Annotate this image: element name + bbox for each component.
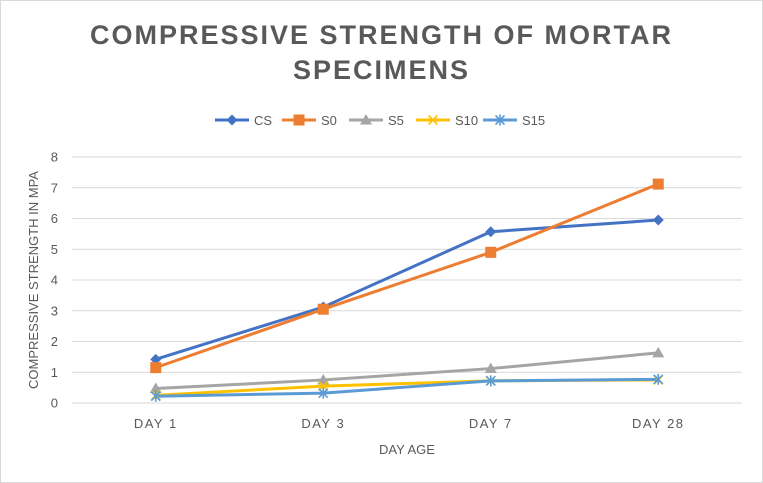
series-markers (149, 178, 665, 402)
x-tick-label: DAY 1 (134, 416, 178, 431)
legend-item-s5: S5 (349, 113, 404, 128)
data-point-s5 (149, 382, 162, 394)
gridlines (72, 156, 742, 404)
x-tick-label: DAY 3 (301, 416, 345, 431)
data-point-s5 (652, 346, 665, 358)
x-tick-label: DAY 28 (632, 416, 685, 431)
legend-item-cs: CS (215, 113, 272, 128)
series-line-cs (154, 218, 660, 361)
legend-marker-s15 (494, 114, 506, 126)
y-tick-label: 3 (51, 303, 58, 318)
chart-title-line-1: COMPRESSIVE STRENGTH OF MORTAR (89, 20, 674, 50)
data-point-s0 (150, 362, 162, 374)
y-tick-label: 7 (51, 180, 58, 195)
y-tick-label: 0 (51, 396, 58, 411)
data-point-s15 (485, 375, 496, 387)
data-point-cs (150, 353, 162, 365)
series-line-s15 (154, 377, 660, 398)
series-line-s0 (154, 182, 660, 370)
data-point-s15 (653, 373, 664, 385)
series-line-s5 (154, 351, 660, 391)
legend-label-s5: S5 (388, 113, 404, 128)
legend-label-cs: CS (254, 113, 272, 128)
y-axis-title: COMPRESSIVE STRENGTH IN MPA (26, 171, 41, 389)
data-point-s5 (484, 362, 497, 374)
legend-label-s10: S10 (455, 113, 478, 128)
series-lines (154, 182, 660, 398)
data-point-s0 (652, 178, 664, 190)
data-point-s5 (317, 373, 330, 385)
legend-marker-s5 (360, 114, 372, 125)
x-tick-label: DAY 7 (469, 416, 513, 431)
legend-label-s0: S0 (321, 113, 337, 128)
legend-marker-cs (226, 114, 238, 126)
x-axis-title: DAY AGE (379, 442, 435, 457)
legend: CS S0 S5 S10 S15 (215, 113, 545, 128)
data-point-s15 (318, 387, 329, 399)
data-point-cs (485, 226, 497, 238)
legend-item-s10: S10 (416, 113, 478, 128)
chart-title-line-2: SPECIMENS (292, 55, 471, 85)
y-tick-label: 6 (51, 211, 58, 226)
data-point-s15 (150, 390, 161, 402)
y-tick-label: 2 (51, 334, 58, 349)
data-point-s0 (485, 246, 497, 258)
x-axis-ticks: DAY 1 DAY 3 DAY 7 DAY 28 (134, 416, 685, 431)
y-axis-ticks: 0 1 2 3 4 5 6 7 8 (51, 150, 58, 411)
chart-title: COMPRESSIVE STRENGTH OF MORTAR SPECIMENS (0, 18, 763, 88)
data-point-cs (652, 214, 664, 226)
legend-marker-s0 (293, 114, 305, 126)
legend-label-s15: S15 (522, 113, 545, 128)
legend-item-s15: S15 (483, 113, 545, 128)
y-tick-label: 8 (51, 150, 58, 165)
data-point-s0 (317, 303, 329, 315)
legend-marker-s10 (427, 114, 439, 126)
y-tick-label: 5 (51, 242, 58, 257)
y-tick-label: 4 (51, 273, 58, 288)
y-tick-label: 1 (51, 365, 58, 380)
legend-item-s0: S0 (282, 113, 337, 128)
